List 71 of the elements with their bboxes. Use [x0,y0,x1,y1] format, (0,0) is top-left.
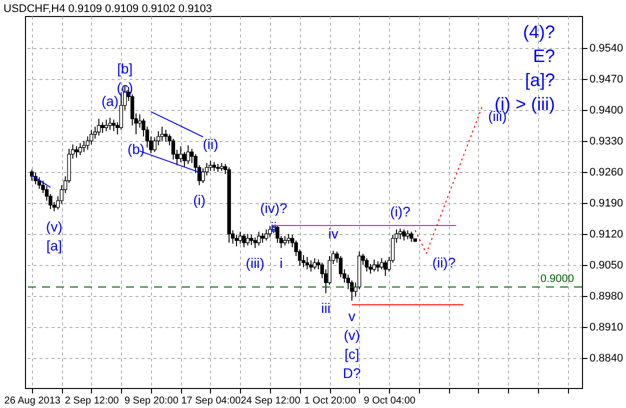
y-tick-label: 0.9260 [590,166,624,178]
x-tick-label: 17 Sep 04:00 [181,396,242,406]
x-tick-label: 2 Sep 12:00 [64,396,120,406]
text: (iii) [246,255,264,272]
candlestick [100,122,104,134]
y-tick-label: 0.8910 [590,321,624,334]
x-tick-label: 1 Oct 20:00 [304,396,356,406]
text: iii [321,300,330,316]
text: i [280,255,283,272]
y-tick-label: 0.9400 [590,104,624,116]
candlestick [253,236,257,249]
candlestick [82,140,86,152]
candlestick [74,146,78,158]
candlestick [260,232,264,244]
y-tick-label: 0.9050 [590,259,624,272]
candlestick [242,233,246,248]
x-tick-label: 26 Aug 2013 [4,396,61,406]
candlestick [283,236,287,246]
candlestick [178,146,183,163]
candlestick [108,117,112,130]
candlestick [96,118,101,136]
x-tick-label: 9 Oct 04:00 [364,396,416,406]
candlestick [256,231,261,246]
text: (i)? [390,204,410,220]
candlestick [238,231,242,244]
chart-title: USDCHF,H4 0.9109 0.9109 0.9102 0.9103 [4,3,212,15]
candlestick [138,114,142,128]
candlestick [286,233,290,244]
annotation: [a]? [524,70,555,90]
text: iv [328,226,338,242]
text: [b] (c) [116,60,134,96]
y-tick-label: 0.9120 [590,228,624,240]
text: (i) [193,192,206,208]
text: (ii) [202,136,218,152]
candlestick [372,259,376,272]
candlestick [410,231,414,242]
candlestick [246,233,250,246]
y-tick-label: 0.8980 [590,290,624,302]
candlestick [164,129,168,142]
candlestick [312,258,317,270]
annotation: E? [532,46,555,66]
ref-line-label: 0.9000 [540,273,574,286]
candlestick [104,119,108,132]
candlestick [171,138,176,160]
candlestick [384,260,388,276]
data-label: (ii)? [432,254,456,270]
text: (b) [127,141,145,158]
candlestick [234,234,238,247]
candlestick [376,260,380,272]
candlestick [264,228,268,242]
y-tick-label: 0.9540 [590,42,624,54]
candlestick [309,260,313,272]
text: v (v) [c] D? [342,308,361,381]
candlestick [250,234,254,246]
y-tick-label: 0.8840 [590,352,624,364]
annotation: (4)? [522,22,555,42]
x-tick-label: 24 Sep 12:00 [240,396,301,406]
y-tick-label: 0.9330 [590,135,624,148]
candlestick [268,225,272,238]
candlestick [380,258,384,270]
candlestick [78,142,82,156]
y-tick-label: 0.9190 [590,197,624,210]
text: (a) [101,92,119,109]
candlestick [208,160,212,172]
candlestick [402,228,406,242]
y-tick-label: 0.9470 [590,73,624,86]
text: (v) [a] [46,218,62,254]
x-tick-label: 9 Sep 20:00 [124,396,179,406]
candlestick [186,144,190,164]
candlestick [160,126,164,142]
candlestick [364,258,369,272]
